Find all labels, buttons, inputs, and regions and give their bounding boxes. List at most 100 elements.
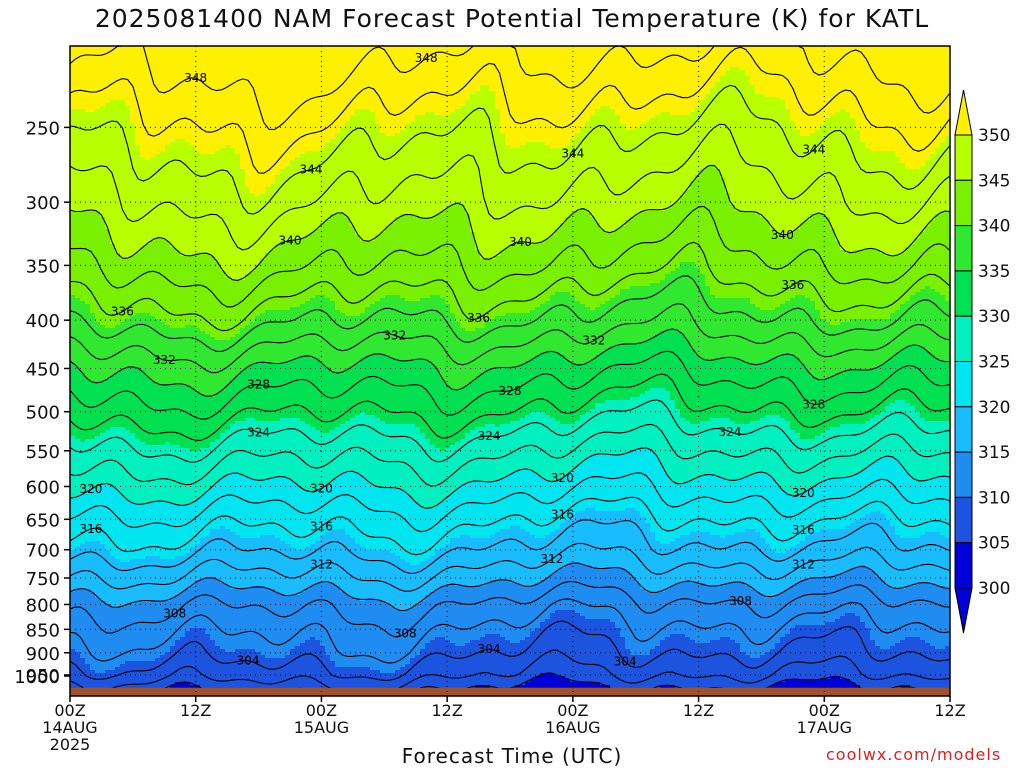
field-cell <box>95 487 101 491</box>
field-cell <box>95 187 101 191</box>
field-cell <box>115 166 121 170</box>
field-cell <box>90 304 96 308</box>
field-cell <box>90 445 96 449</box>
field-cell <box>115 388 121 392</box>
field-cell <box>115 46 121 50</box>
field-cell <box>85 640 91 644</box>
field-cell <box>80 427 86 431</box>
field-cell <box>105 286 111 290</box>
field-cell <box>85 76 91 80</box>
field-cell <box>115 478 121 482</box>
field-cell <box>75 139 81 143</box>
field-cell <box>95 196 101 200</box>
field-cell <box>80 361 86 365</box>
field-cell <box>80 349 86 353</box>
field-cell <box>90 196 96 200</box>
field-cell <box>115 232 121 236</box>
field-cell <box>80 82 86 86</box>
field-cell <box>110 376 116 380</box>
field-cell <box>100 394 106 398</box>
field-cell <box>100 676 106 680</box>
field-cell <box>110 604 116 608</box>
field-cell <box>100 178 106 182</box>
field-cell <box>95 205 101 209</box>
field-cell <box>95 634 101 638</box>
field-cell <box>90 124 96 128</box>
field-cell <box>90 514 96 518</box>
field-cell <box>90 100 96 104</box>
field-cell <box>100 184 106 188</box>
field-cell <box>80 190 86 194</box>
field-cell <box>100 124 106 128</box>
field-cell <box>80 166 86 170</box>
field-cell <box>115 181 121 185</box>
field-cell <box>95 490 101 494</box>
field-cell <box>75 481 81 485</box>
field-cell <box>80 382 86 386</box>
field-cell <box>95 655 101 659</box>
field-cell <box>75 652 81 656</box>
field-cell <box>110 85 116 89</box>
field-cell <box>75 70 81 74</box>
field-cell <box>85 67 91 71</box>
field-cell <box>90 151 96 155</box>
field-cell <box>70 667 76 671</box>
field-cell <box>105 172 111 176</box>
field-cell <box>80 163 86 167</box>
field-cell <box>110 547 116 551</box>
field-cell <box>70 529 76 533</box>
field-cell <box>70 490 76 494</box>
field-cell <box>80 307 86 311</box>
field-cell <box>80 499 86 503</box>
field-cell <box>120 145 126 149</box>
field-cell <box>110 133 116 137</box>
field-cell <box>100 361 106 365</box>
field-cell <box>100 442 106 446</box>
field-cell <box>110 130 116 134</box>
field-cell <box>90 226 96 230</box>
field-cell <box>115 52 121 56</box>
field-cell <box>80 508 86 512</box>
field-cell <box>70 157 76 161</box>
field-cell <box>95 364 101 368</box>
field-cell <box>85 379 91 383</box>
field-cell <box>100 376 106 380</box>
field-cell <box>75 73 81 77</box>
field-cell <box>85 676 91 680</box>
field-cell <box>85 166 91 170</box>
field-cell <box>110 169 116 173</box>
field-cell <box>100 640 106 644</box>
field-cell <box>100 364 106 368</box>
field-cell <box>85 568 91 572</box>
field-cell <box>115 394 121 398</box>
field-cell <box>115 175 121 179</box>
field-cell <box>70 403 76 407</box>
field-cell <box>90 613 96 617</box>
field-cell <box>100 331 106 335</box>
field-cell <box>120 70 126 74</box>
field-cell <box>75 370 81 374</box>
field-cell <box>85 238 91 242</box>
field-cell <box>80 592 86 596</box>
field-cell <box>95 517 101 521</box>
field-cell <box>95 265 101 269</box>
field-cell <box>85 490 91 494</box>
field-cell <box>80 259 86 263</box>
field-cell <box>110 313 116 317</box>
field-cell <box>90 460 96 464</box>
field-cell <box>80 313 86 317</box>
field-cell <box>90 682 96 686</box>
field-cell <box>110 97 116 101</box>
field-cell <box>100 538 106 542</box>
field-cell <box>70 430 76 434</box>
field-cell <box>75 124 81 128</box>
field-cell <box>115 349 121 353</box>
field-cell <box>110 199 116 203</box>
field-cell <box>75 256 81 260</box>
field-cell <box>80 109 86 113</box>
field-cell <box>105 478 111 482</box>
field-cell <box>80 172 86 176</box>
field-cell <box>80 613 86 617</box>
field-cell <box>95 598 101 602</box>
field-cell <box>85 487 91 491</box>
